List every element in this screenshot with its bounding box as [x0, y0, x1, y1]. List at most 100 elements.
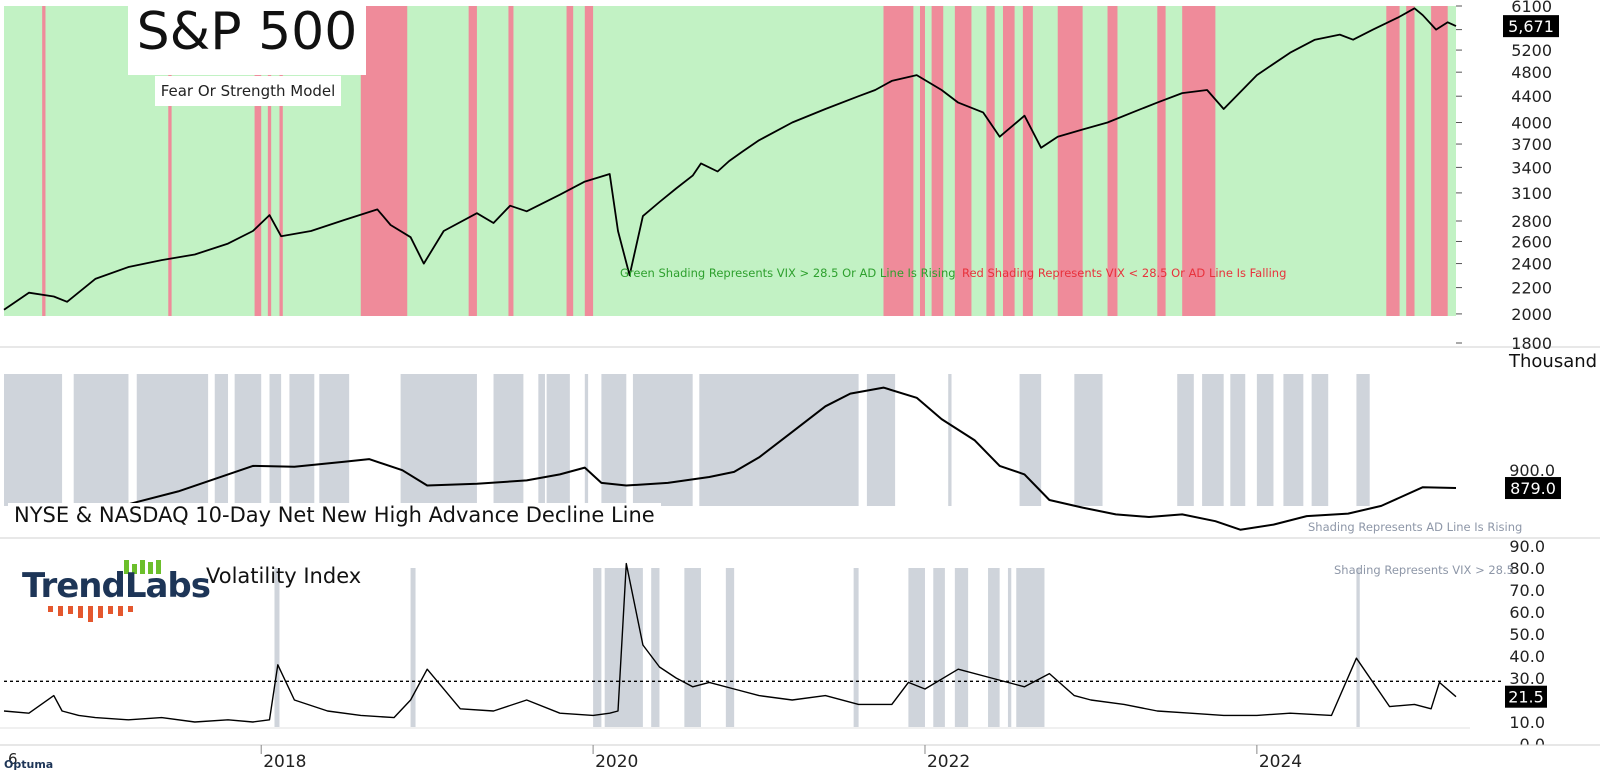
red-zone [360, 6, 408, 316]
ad-axis-unit: Thousand [1509, 351, 1598, 372]
red-shading-note: Red Shading Represents VIX < 28.5 Or AD … [962, 266, 1287, 280]
trendlabs-logo-bars [48, 554, 161, 622]
x-axis: 6 2018 2020 2022 2024 [0, 744, 1600, 777]
title-box [128, 0, 366, 75]
grey-zone [699, 374, 859, 506]
x-tick-label: 6 [8, 750, 18, 768]
trendlabs-logo: TrendLabs [22, 554, 211, 630]
grey-zone [684, 568, 701, 727]
grey-zone [400, 374, 477, 506]
vix-last-value-box [1505, 685, 1547, 708]
sp500-tick-label: 3700 [1511, 135, 1552, 154]
grey-zone [1256, 374, 1274, 506]
vix-last-value: 21.5 [1508, 688, 1544, 707]
vix-tick-label: 90.0 [1509, 537, 1545, 556]
ad-shading-note: Shading Represents AD Line Is Rising [1308, 520, 1523, 534]
vix-shading [274, 568, 1360, 727]
x-tick-label: 2022 [927, 752, 970, 772]
grey-zone [604, 568, 643, 727]
sp500-tick-label: 5200 [1511, 41, 1552, 60]
grey-zone [410, 568, 416, 727]
grey-zone [651, 568, 660, 727]
red-zone [279, 6, 283, 316]
red-zone [1157, 6, 1166, 316]
vix-label: Volatility Index [206, 564, 362, 588]
red-zone [883, 6, 914, 316]
grey-zone [136, 374, 209, 506]
grey-zone [948, 374, 952, 506]
grey-zone [1019, 374, 1042, 506]
ad-line-label: NYSE & NASDAQ 10-Day Net New High Advanc… [8, 503, 661, 527]
x-tick-label: 2024 [1259, 752, 1302, 772]
red-zone [920, 6, 925, 316]
red-zone [986, 6, 995, 316]
sp500-last-value: 5,671 [1508, 17, 1554, 36]
grey-zone [1356, 374, 1370, 506]
grey-zone [269, 374, 282, 506]
grey-zone [538, 374, 545, 506]
vix-tick-label: 80.0 [1509, 559, 1545, 578]
grey-zone [1074, 374, 1103, 506]
grey-zone [73, 374, 129, 506]
grey-zone [593, 568, 602, 727]
sp500-tick-label: 3400 [1511, 158, 1552, 177]
grey-zone [4, 374, 63, 506]
grey-zone [584, 374, 589, 506]
grey-zone [319, 374, 350, 506]
sp500-tick-label: 4400 [1511, 87, 1552, 106]
ad-last-value: 879.0 [1510, 479, 1556, 498]
grey-zone [632, 374, 693, 506]
chart-title: S&P 500 [136, 2, 358, 62]
red-zone [168, 6, 172, 316]
red-zone [508, 6, 514, 316]
vix-y-axis: 0.010.020.030.040.050.060.070.080.090.02… [1505, 537, 1547, 754]
sp500-tick-label: 2000 [1511, 305, 1552, 324]
trendlabs-logo-text: TrendLabs [22, 566, 211, 606]
grey-zone [234, 374, 262, 506]
grey-zone [1202, 374, 1224, 506]
red-zone [1406, 6, 1415, 316]
x-tick-label: 2018 [263, 752, 306, 772]
grey-zone [954, 568, 969, 727]
grey-zone [1177, 374, 1194, 506]
sp500-tick-label: 2800 [1511, 212, 1552, 231]
optuma-brand: Optuma [4, 758, 54, 771]
grey-zone [866, 374, 896, 506]
grey-zone [1230, 374, 1246, 506]
red-zone [1002, 6, 1015, 316]
red-zone [1182, 6, 1216, 316]
red-zone [42, 6, 46, 316]
red-zone [468, 6, 477, 316]
red-zone [1057, 6, 1083, 316]
ad-series-line [45, 386, 1457, 531]
chart-subtitle: Fear Or Strength Model [160, 82, 336, 100]
red-zone [566, 6, 574, 316]
grey-zone [214, 374, 229, 506]
grey-zone [546, 374, 570, 506]
sp500-tick-label: 2400 [1511, 255, 1552, 274]
x-tick-label: 2020 [595, 752, 638, 772]
red-zone [1022, 6, 1033, 316]
sp500-tick-label: 4800 [1511, 63, 1552, 82]
grey-zone [1311, 374, 1329, 506]
vix-tick-label: 60.0 [1509, 603, 1545, 622]
x-axis-band [0, 745, 1600, 777]
sp500-tick-label: 1800 [1511, 334, 1552, 353]
red-zone [1431, 6, 1448, 316]
vix-tick-label: 10.0 [1509, 713, 1545, 732]
sp500-tick-label: 3100 [1511, 184, 1552, 203]
grey-zone [853, 568, 859, 727]
grey-zone [908, 568, 925, 727]
grey-zone [274, 568, 280, 727]
red-zone [931, 6, 944, 316]
ad-tick-label: 900.0 [1509, 461, 1555, 480]
red-zone [254, 6, 262, 316]
grey-zone [289, 374, 315, 506]
vix-line [3, 562, 1457, 723]
vix-tick-label: 40.0 [1509, 647, 1545, 666]
vix-tick-label: 50.0 [1509, 625, 1545, 644]
green-shading-note: Green Shading Represents VIX > 28.5 Or A… [620, 266, 956, 280]
red-zone [1386, 6, 1400, 316]
